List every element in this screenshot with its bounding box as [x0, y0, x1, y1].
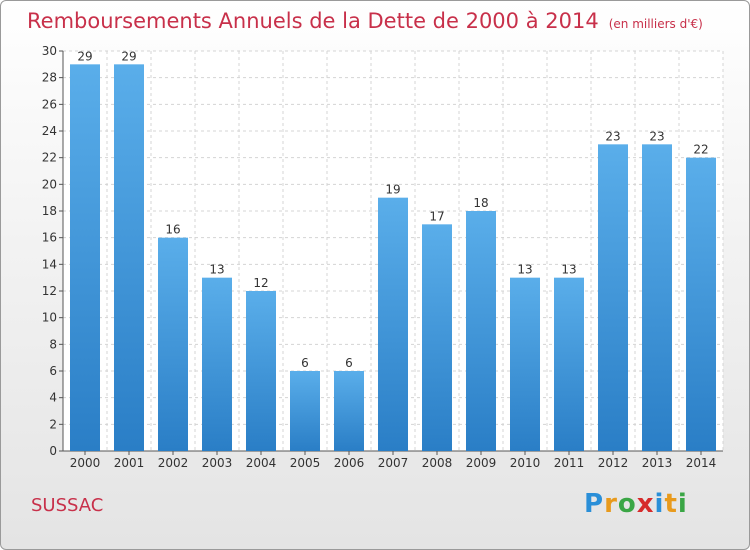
bar: [246, 291, 276, 451]
bar: [334, 371, 364, 451]
data-label: 6: [345, 356, 353, 370]
y-tick-label: 8: [49, 337, 57, 351]
y-tick-label: 24: [42, 124, 57, 138]
title-text: Remboursements Annuels de la Dette de 20…: [27, 9, 599, 33]
x-tick-label: 2011: [554, 456, 585, 470]
data-label: 12: [253, 276, 268, 290]
x-tick-label: 2010: [510, 456, 541, 470]
logo-letter: x: [636, 489, 655, 519]
data-label: 18: [473, 196, 488, 210]
y-tick-label: 28: [42, 71, 57, 85]
data-label: 29: [77, 49, 92, 63]
data-label: 13: [209, 263, 224, 277]
data-label: 17: [429, 209, 444, 223]
y-tick-label: 22: [42, 151, 57, 165]
x-tick-label: 2004: [246, 456, 277, 470]
data-label: 23: [605, 129, 620, 143]
y-tick-label: 16: [42, 231, 57, 245]
data-label: 19: [385, 183, 400, 197]
bar: [378, 197, 408, 451]
logo-letter: t: [664, 489, 678, 519]
bars: [70, 64, 716, 452]
data-label: 23: [649, 129, 664, 143]
chart-subtitle: (en milliers d'€): [608, 17, 703, 31]
proxiti-logo: Proxiti: [584, 489, 688, 519]
y-tick-label: 12: [42, 284, 57, 298]
bar: [466, 211, 496, 451]
x-tick-label: 2006: [334, 456, 365, 470]
y-tick-label: 10: [42, 311, 57, 325]
y-tick-label: 2: [49, 417, 57, 431]
x-tick-label: 2013: [642, 456, 673, 470]
x-tick-label: 2012: [598, 456, 629, 470]
bar: [114, 64, 144, 452]
y-tick-label: 20: [42, 177, 57, 191]
data-label: 22: [693, 143, 708, 157]
y-tick-label: 14: [42, 257, 57, 271]
bar: [158, 237, 188, 451]
bar: [290, 371, 320, 451]
x-tick-label: 2008: [422, 456, 453, 470]
bar: [554, 277, 584, 451]
bar: [686, 157, 716, 451]
data-label: 13: [561, 263, 576, 277]
bar: [510, 277, 540, 451]
x-tick-label: 2001: [114, 456, 145, 470]
logo-letter: r: [604, 489, 618, 519]
bar: [422, 224, 452, 451]
commune-name: SUSSAC: [31, 495, 104, 516]
x-tick-label: 2009: [466, 456, 497, 470]
data-label: 16: [165, 223, 180, 237]
logo-letter: P: [584, 489, 605, 519]
logo-letter: o: [617, 489, 637, 519]
x-tick-label: 2002: [158, 456, 189, 470]
y-tick-label: 18: [42, 204, 57, 218]
bar: [70, 64, 100, 452]
data-label: 29: [121, 49, 136, 63]
chart-title: Remboursements Annuels de la Dette de 20…: [27, 9, 703, 33]
data-label: 6: [301, 356, 309, 370]
bar: [202, 277, 232, 451]
y-tick-label: 6: [49, 364, 57, 378]
x-tick-label: 2005: [290, 456, 321, 470]
y-tick-label: 0: [49, 444, 57, 458]
data-labels: 29 29 16 13 12 6 6 19 17 18 13 13 23 23 22: [77, 49, 708, 370]
y-tick-label: 30: [42, 44, 57, 58]
bar: [598, 144, 628, 452]
x-tick-label: 2014: [686, 456, 717, 470]
y-tick-label: 26: [42, 97, 57, 111]
logo-letter: i: [677, 489, 688, 519]
x-tick-label: 2003: [202, 456, 233, 470]
data-label: 13: [517, 263, 532, 277]
x-tick-label: 2007: [378, 456, 409, 470]
logo-letter: i: [654, 489, 665, 519]
bar: [642, 144, 672, 452]
y-tick-label: 4: [49, 391, 57, 405]
x-tick-label: 2000: [70, 456, 101, 470]
